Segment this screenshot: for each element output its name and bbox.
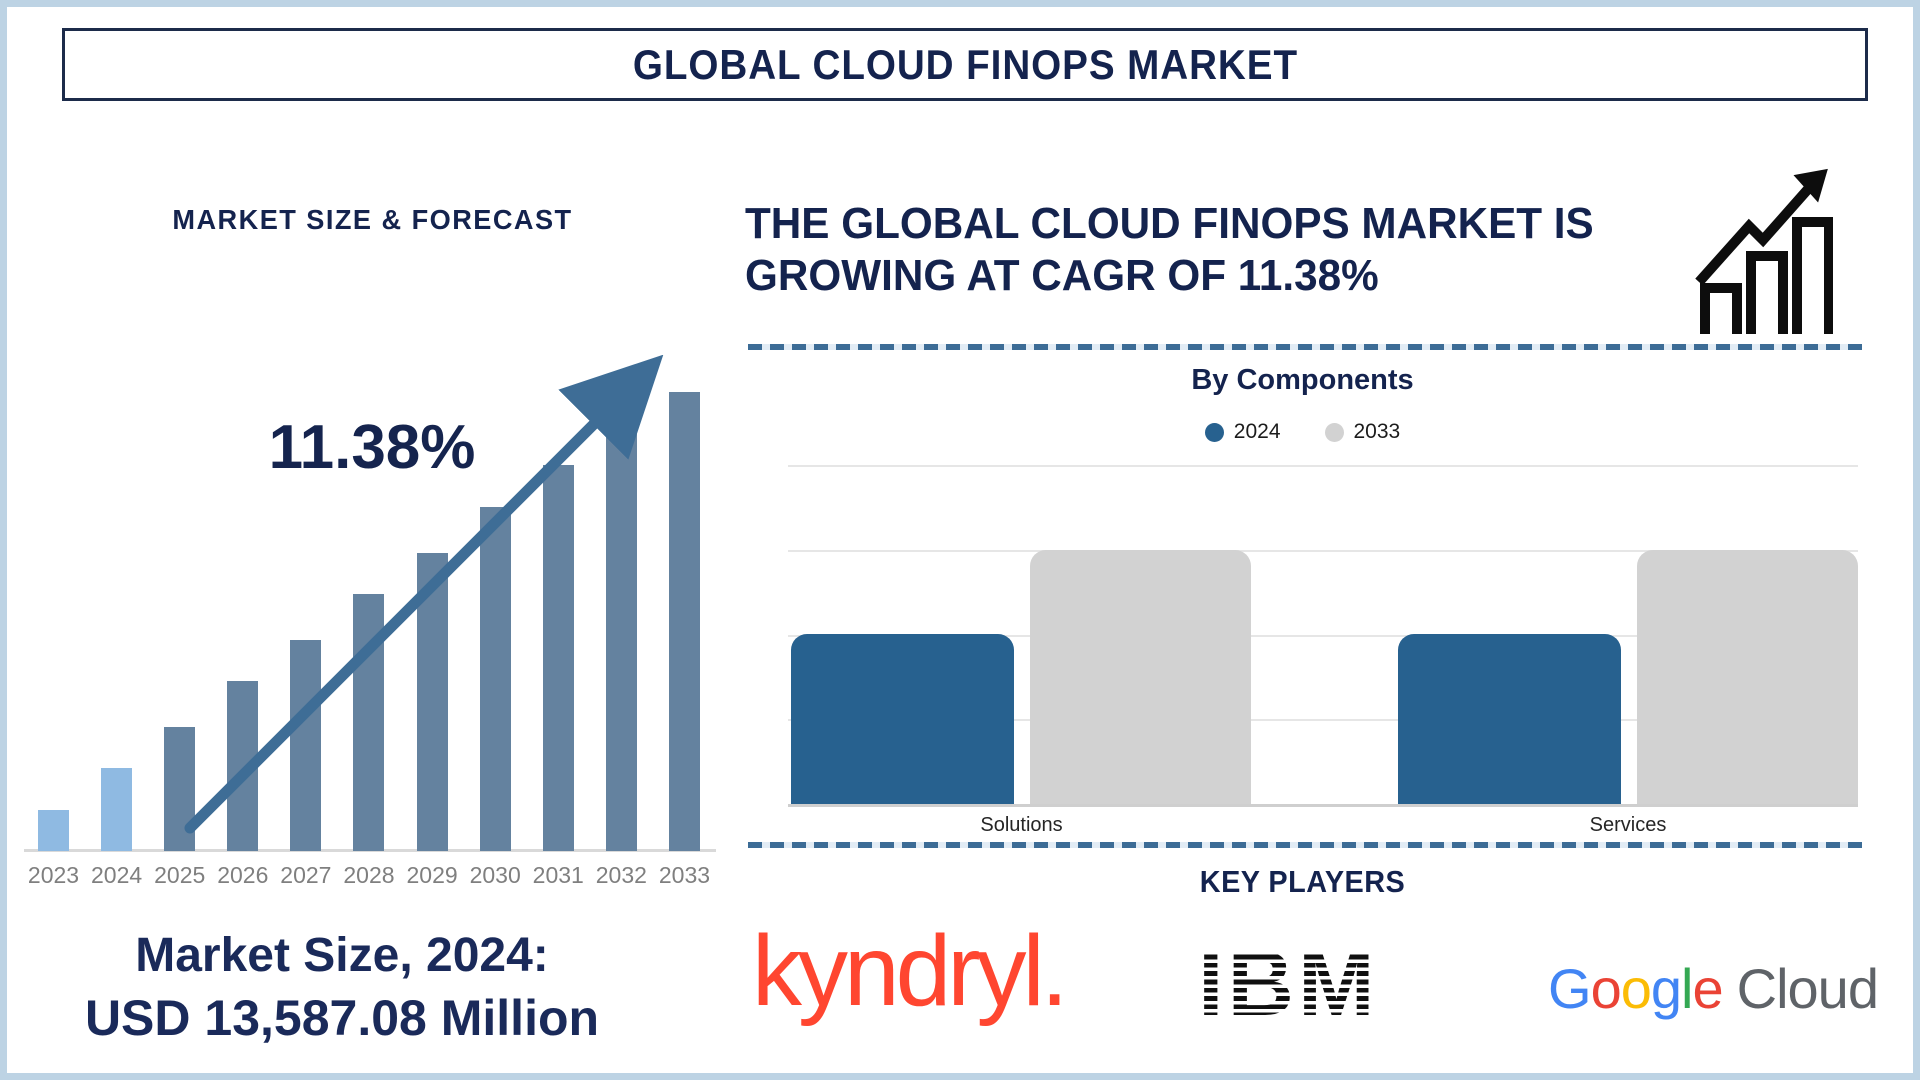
forecast-year-label: 2033 xyxy=(658,862,711,888)
by-components-title: By Components xyxy=(1191,364,1414,396)
google-cloud-logo: Google Cloud xyxy=(1548,957,1879,1020)
components-bar-solutions-2033 xyxy=(1030,550,1251,804)
category-label-solutions: Solutions xyxy=(980,814,1063,836)
forecast-bar-2024 xyxy=(101,768,133,851)
components-plot xyxy=(788,465,1858,807)
forecast-year-label: 2028 xyxy=(343,862,395,888)
plot-gridline xyxy=(788,465,1858,467)
market-size-caption-line2: USD 13,587.08 Million xyxy=(84,990,600,1047)
legend-dot-2033 xyxy=(1324,422,1344,442)
dashed-divider-top xyxy=(748,344,1862,350)
forecast-year-label: 2026 xyxy=(217,862,269,888)
forecast-year-label: 2032 xyxy=(595,862,647,888)
forecast-year-label: 2030 xyxy=(469,862,521,888)
forecast-bar-2031 xyxy=(542,465,574,851)
kyndryl-logo: kyndryl. xyxy=(752,915,1069,1027)
google-letter: l xyxy=(1681,957,1693,1020)
forecast-bar-2023 xyxy=(38,810,69,851)
plot-gridline xyxy=(788,550,1858,552)
key-players-title: KEY PLAYERS xyxy=(1199,864,1406,899)
category-label-services: Services xyxy=(1589,814,1667,836)
forecast-bar-2033 xyxy=(668,392,700,851)
plot-gridline xyxy=(788,719,1858,721)
forecast-year-label: 2029 xyxy=(406,862,458,888)
components-bar-solutions-2024 xyxy=(791,634,1014,804)
plot-baseline xyxy=(788,804,1858,807)
cagr-headline-line2: GROWING AT CAGR OF 11.38% xyxy=(745,250,1379,300)
plot-gridline xyxy=(788,635,1858,637)
google-letter: g xyxy=(1650,957,1682,1020)
google-letter: G xyxy=(1548,957,1592,1020)
forecast-bar-2032 xyxy=(605,429,637,851)
legend-item-2024: 2024 xyxy=(1204,420,1281,444)
google-letter: o xyxy=(1620,957,1652,1020)
cagr-headline: THE GLOBAL CLOUD FINOPS MARKET IS GROWIN… xyxy=(745,198,1686,302)
title-box: GLOBAL CLOUD FINOPS MARKET xyxy=(62,28,1868,101)
ibm-logo: IBM xyxy=(1198,933,1379,1035)
forecast-year-label: 2025 xyxy=(154,862,206,888)
forecast-year-label: 2023 xyxy=(27,862,80,888)
market-size-forecast-heading: MARKET SIZE & FORECAST xyxy=(172,204,573,235)
google-letter: e xyxy=(1692,957,1723,1020)
trend-arrow xyxy=(184,355,664,834)
components-bar-services-2024 xyxy=(1398,634,1621,804)
dashed-divider-bottom xyxy=(748,842,1862,848)
forecast-bar-2027 xyxy=(290,640,322,851)
legend-label-2024: 2024 xyxy=(1233,420,1281,443)
market-size-caption-line1: Market Size, 2024: xyxy=(135,929,549,982)
forecast-bar-2030 xyxy=(479,507,511,851)
page-title: GLOBAL CLOUD FINOPS MARKET xyxy=(632,40,1298,88)
components-legend: 2024 2033 xyxy=(745,420,1860,444)
legend-label-2033: 2033 xyxy=(1353,420,1401,443)
growth-chart-icon xyxy=(1695,168,1833,334)
legend-dot-2024 xyxy=(1204,422,1224,442)
legend-item-2033: 2033 xyxy=(1324,420,1401,444)
market-size-caption: Market Size, 2024: USD 13,587.08 Million xyxy=(8,925,676,1050)
cagr-headline-line1: THE GLOBAL CLOUD FINOPS MARKET IS xyxy=(745,199,1594,248)
components-bar-services-2033 xyxy=(1637,550,1858,804)
cagr-value-label: 11.38% xyxy=(268,413,476,482)
google-letter: o xyxy=(1590,957,1622,1020)
forecast-year-label: 2027 xyxy=(280,862,332,888)
forecast-year-label: 2024 xyxy=(91,862,143,888)
google-cloud-word: Cloud xyxy=(1736,957,1879,1020)
forecast-years: 2023 2024 2025 2026 2027 2028 2029 2030 2031 2032… xyxy=(27,862,711,889)
components-category-labels: Solutions Services xyxy=(788,814,1858,840)
forecast-year-label: 2031 xyxy=(532,862,584,888)
